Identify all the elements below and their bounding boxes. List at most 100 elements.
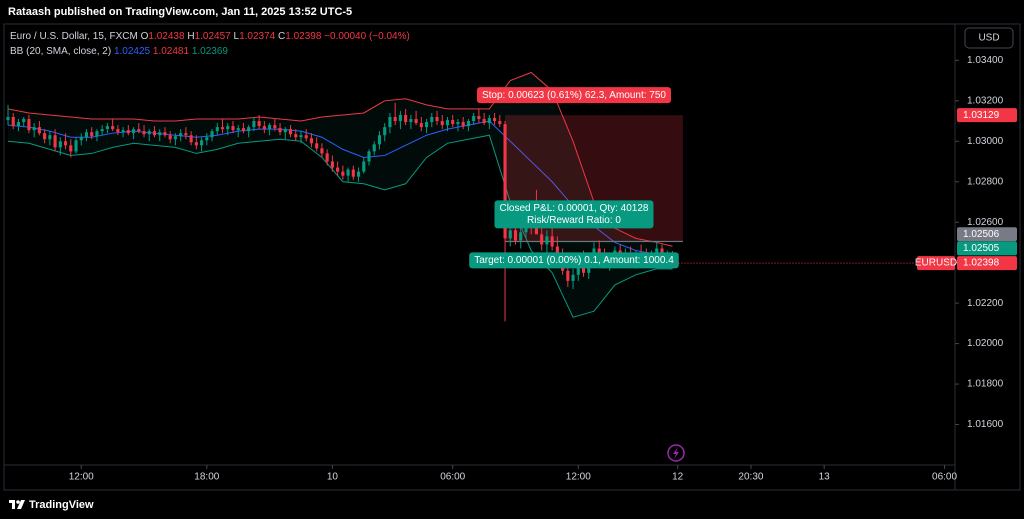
candle-body [74,140,78,152]
x-tick-label: 06:00 [440,472,465,483]
candle-body [430,117,434,123]
candle-body [503,124,507,239]
candle-body [84,132,89,138]
legend-ohlc-key: O [141,31,149,42]
candle-body [325,153,329,162]
candle-body [404,114,408,123]
candle-body [513,230,518,241]
candle-body [53,135,57,148]
candle-body [95,131,99,137]
candle-body [377,135,382,145]
candle-body [445,120,450,126]
candle-body [37,127,41,134]
candle-body [346,169,350,176]
y-tick-label: 1.03400 [967,55,1004,66]
candle-body [362,161,366,172]
x-tick-label: 20:30 [738,472,763,483]
candle-body [424,122,429,128]
closed-label-box [494,200,654,229]
y-tick-label: 1.03200 [967,95,1004,106]
candle-body [63,141,68,146]
legend-ohlc-key: H [187,31,194,42]
candle-body [283,129,287,133]
candle-body [111,126,115,130]
brand-logo [9,500,25,509]
candle-body [215,127,219,132]
candle-body [184,133,188,136]
candle-body [278,128,282,133]
legend-ohlc-key: C [278,31,285,42]
x-tick-label: 12:00 [566,472,591,483]
candle-body [372,144,376,152]
price-tag [957,227,1017,242]
candle-body [341,171,345,176]
candle-body [43,133,47,140]
candle-body [273,125,277,129]
candle-body [508,230,512,239]
currency-label: USD [978,33,999,44]
plot: Stop: 0.00623 (0.61%) 62.3, Amount: 750 C… [6,71,683,322]
publish-line: Rataash published on TradingView.com, Ja… [8,6,352,18]
candle-body [205,137,209,141]
currency-button[interactable] [964,27,1014,49]
candle-body [393,117,397,122]
candle-body [320,148,324,154]
candle-body [179,133,183,137]
candle-body [336,167,340,172]
candle-body [231,126,235,131]
candle-body [398,114,402,122]
y-tick-label: 1.02600 [967,217,1004,228]
candle-body [116,129,120,133]
closed-label-group: Closed P&L: 0.00001, Qty: 40128Risk/Rewa… [494,200,654,229]
candle-body [126,130,130,134]
candle-body [90,132,94,137]
candle-body [498,121,502,125]
x-tick-label: 13 [819,472,831,483]
candle-body [576,262,580,275]
candle-body [550,236,554,247]
price-tag-label: 1.02506 [963,229,1000,240]
candle-body [482,119,486,124]
candle-body [137,129,141,132]
legend-row: Euro / U.S. Dollar, 15, FXCM O1.02438 H1… [10,31,413,42]
candle-body [48,135,52,140]
y-tick-label: 1.02800 [967,176,1004,187]
candle-body [461,122,465,127]
candle-body [440,121,444,126]
candle-body [32,127,36,131]
candle-body [236,128,240,131]
candle-body [200,140,204,146]
candle-body [299,135,303,138]
candle-body [419,123,423,128]
replay-icon[interactable] [667,444,685,462]
legend-ohlc-value: 1.02374 [239,31,276,42]
candle-body [16,122,21,127]
candle-body [152,131,157,136]
candle-body [566,270,570,281]
stop-label: Stop: 0.00623 (0.61%) 62.3, Amount: 750 [482,90,666,101]
price-tag-label: 1.02505 [963,243,1000,254]
candle-body [487,118,491,124]
candle-body [519,232,523,241]
candle-body [435,117,439,122]
legend-symbol: Euro / U.S. Dollar, 15, FXCM [10,31,138,42]
stop-label-box [476,87,672,104]
candle-body [131,129,136,134]
legend-indicator-value: 1.02481 [153,46,190,57]
candle-body [456,122,460,125]
candle-body [540,234,544,245]
price-tag [957,108,1017,123]
candle-body [58,141,62,148]
candle-body [571,274,575,281]
legend-indicator-value: 1.02425 [114,46,151,57]
candle-body [6,117,10,121]
symbol-tag-label: EURUSD [915,258,957,269]
candle-body [451,120,455,125]
candle-body [158,132,162,136]
closed-label: Closed P&L: 0.00001, Qty: 40128 [499,203,648,214]
y-tick-label: 1.03000 [967,136,1004,147]
price-tag-label: 1.03129 [963,110,1000,121]
candle-body [194,142,198,146]
